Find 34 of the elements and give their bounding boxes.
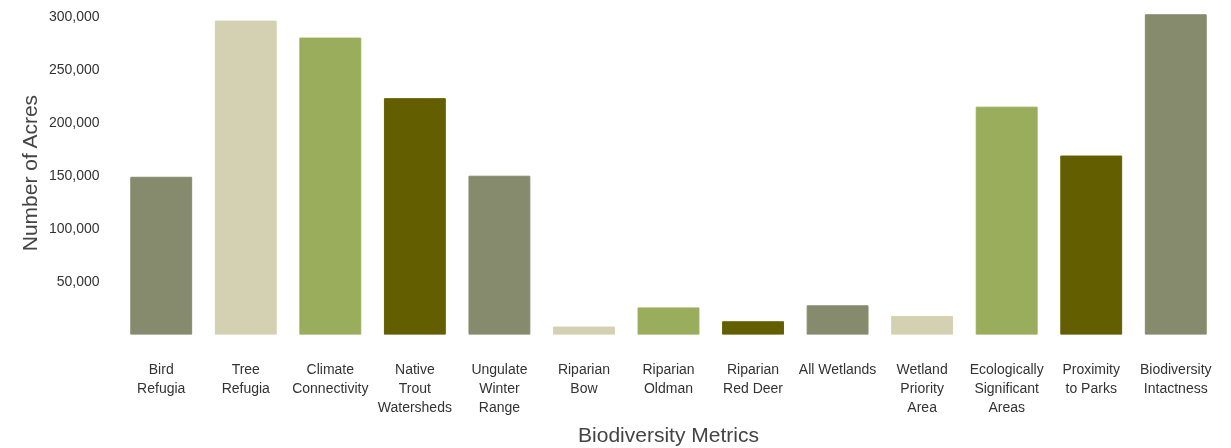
x-tick-label: Wetland Priority Area bbox=[896, 360, 948, 415]
y-tick-label: 250,000 bbox=[48, 60, 100, 77]
x-tick-label: Riparian Bow bbox=[557, 360, 611, 396]
y-tick-label: 50,000 bbox=[56, 273, 100, 290]
x-tick-label: Bird Refugia bbox=[137, 360, 186, 396]
bar bbox=[975, 106, 1038, 335]
bar bbox=[637, 307, 700, 335]
y-tick-label: 300,000 bbox=[48, 7, 100, 24]
x-tick-label: Biodiversity Intactness bbox=[1139, 360, 1212, 396]
bar bbox=[299, 37, 362, 335]
x-tick-label: Tree Refugia bbox=[221, 360, 271, 396]
x-tick-label: All Wetlands bbox=[798, 360, 877, 377]
bar bbox=[722, 321, 784, 335]
bar bbox=[891, 315, 954, 335]
x-tick-label: Ungulate Winter Range bbox=[471, 360, 528, 415]
y-tick-label: 150,000 bbox=[48, 167, 100, 184]
x-tick-label: Riparian Oldman bbox=[642, 360, 695, 396]
bar bbox=[1060, 155, 1123, 335]
bar bbox=[468, 175, 531, 335]
x-tick-label: Ecologically Significant Areas bbox=[969, 360, 1044, 415]
x-tick-label: Native Trout Watersheds bbox=[377, 360, 452, 415]
bar bbox=[130, 176, 193, 335]
bar bbox=[553, 326, 615, 335]
x-tick-label: Riparian Red Deer bbox=[723, 360, 784, 396]
y-tick-label: 200,000 bbox=[48, 114, 100, 131]
x-axis-title: Biodiversity Metrics bbox=[578, 422, 759, 446]
bar bbox=[1144, 14, 1207, 335]
x-tick-label: Proximity to Parks bbox=[1062, 360, 1121, 396]
bar bbox=[383, 98, 446, 335]
bar bbox=[214, 20, 277, 335]
y-tick-label: 100,000 bbox=[48, 220, 100, 237]
bar bbox=[806, 305, 869, 335]
x-tick-label: Climate Connectivity bbox=[292, 360, 369, 396]
y-axis-title: Number of Acres bbox=[17, 94, 41, 252]
